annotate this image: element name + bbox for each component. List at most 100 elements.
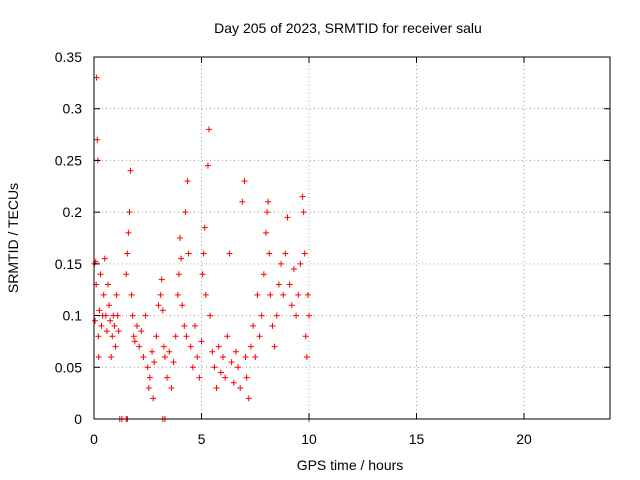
data-point [149, 348, 156, 355]
y-tick-label: 0.1 [63, 308, 83, 324]
data-point [271, 343, 278, 350]
data-point [215, 343, 222, 350]
data-point [303, 353, 310, 360]
y-axis-title: SRMTID / TECUs [5, 183, 21, 293]
data-point [300, 209, 307, 216]
data-point [136, 343, 143, 350]
data-point [235, 364, 242, 371]
data-point [192, 322, 199, 329]
data-point [269, 322, 276, 329]
x-tick-label: 5 [198, 431, 206, 447]
y-tick-label: 0 [74, 411, 82, 427]
data-point [242, 353, 249, 360]
y-tick-label: 0.25 [55, 152, 82, 168]
data-point [232, 348, 239, 355]
data-point [284, 214, 291, 221]
data-point [155, 302, 162, 309]
y-tick-label: 0.05 [55, 359, 82, 375]
y-tick-label: 0.15 [55, 256, 82, 272]
data-point [273, 312, 280, 319]
data-point [93, 74, 100, 81]
x-axis-title: GPS time / hours [297, 457, 404, 473]
data-point [265, 198, 272, 205]
data-point [159, 307, 166, 314]
data-point [228, 359, 235, 366]
data-point [128, 291, 135, 298]
x-tick-label: 10 [301, 431, 317, 447]
data-point [211, 364, 218, 371]
data-point [189, 364, 196, 371]
data-point [95, 353, 102, 360]
data-point [200, 250, 207, 257]
data-point [201, 224, 208, 231]
data-point [97, 271, 104, 278]
data-point [245, 395, 252, 402]
data-point [178, 255, 185, 262]
data-point [206, 126, 213, 133]
data-point [175, 271, 182, 278]
data-point [226, 250, 233, 257]
data-point [194, 353, 201, 360]
data-point [222, 374, 229, 381]
data-point [170, 359, 177, 366]
data-point [278, 260, 285, 267]
data-point [290, 266, 297, 273]
data-point [295, 291, 302, 298]
data-point [111, 322, 118, 329]
data-point [185, 250, 192, 257]
data-point [239, 198, 246, 205]
data-point [293, 312, 300, 319]
data-point [113, 291, 120, 298]
data-point [108, 353, 115, 360]
data-point [254, 291, 261, 298]
data-point [241, 178, 248, 185]
y-tick-label: 0.3 [63, 101, 83, 117]
data-point [92, 317, 99, 324]
data-point [153, 333, 160, 340]
data-point [112, 343, 119, 350]
data-point [151, 359, 158, 366]
data-point [250, 322, 257, 329]
data-point [237, 384, 244, 391]
data-point [301, 250, 308, 257]
data-point [184, 178, 191, 185]
data-point [130, 333, 137, 340]
data-point [158, 276, 165, 283]
data-point [286, 281, 293, 288]
data-point [299, 193, 306, 200]
chart-title: Day 205 of 2023, SRMTID for receiver sal… [214, 20, 482, 36]
data-point [263, 229, 269, 236]
data-point [168, 384, 175, 391]
data-point [142, 312, 149, 319]
data-point [98, 322, 105, 329]
data-point [183, 333, 190, 340]
data-point [172, 333, 179, 340]
data-point [306, 312, 312, 319]
x-tick-label: 0 [90, 431, 98, 447]
grid-lines [94, 57, 610, 419]
data-point [220, 353, 226, 360]
data-point [106, 302, 113, 309]
data-point [174, 291, 181, 298]
data-point [134, 322, 140, 329]
data-point [164, 374, 171, 381]
data-point [187, 343, 194, 350]
data-point [202, 291, 209, 298]
x-tick-label: 20 [516, 431, 532, 447]
data-point [258, 312, 265, 319]
data-point [166, 348, 173, 355]
data-point [107, 317, 114, 324]
data-point [138, 328, 145, 335]
data-point [267, 291, 274, 298]
data-point [199, 271, 206, 278]
y-tick-label: 0.2 [63, 204, 83, 220]
data-point [198, 338, 205, 345]
data-point [177, 235, 183, 241]
data-point [157, 291, 164, 298]
x-tick-label: 15 [409, 431, 425, 447]
data-point [196, 374, 203, 381]
data-point [131, 338, 138, 345]
plot-frame [93, 56, 611, 420]
data-point [140, 353, 147, 360]
